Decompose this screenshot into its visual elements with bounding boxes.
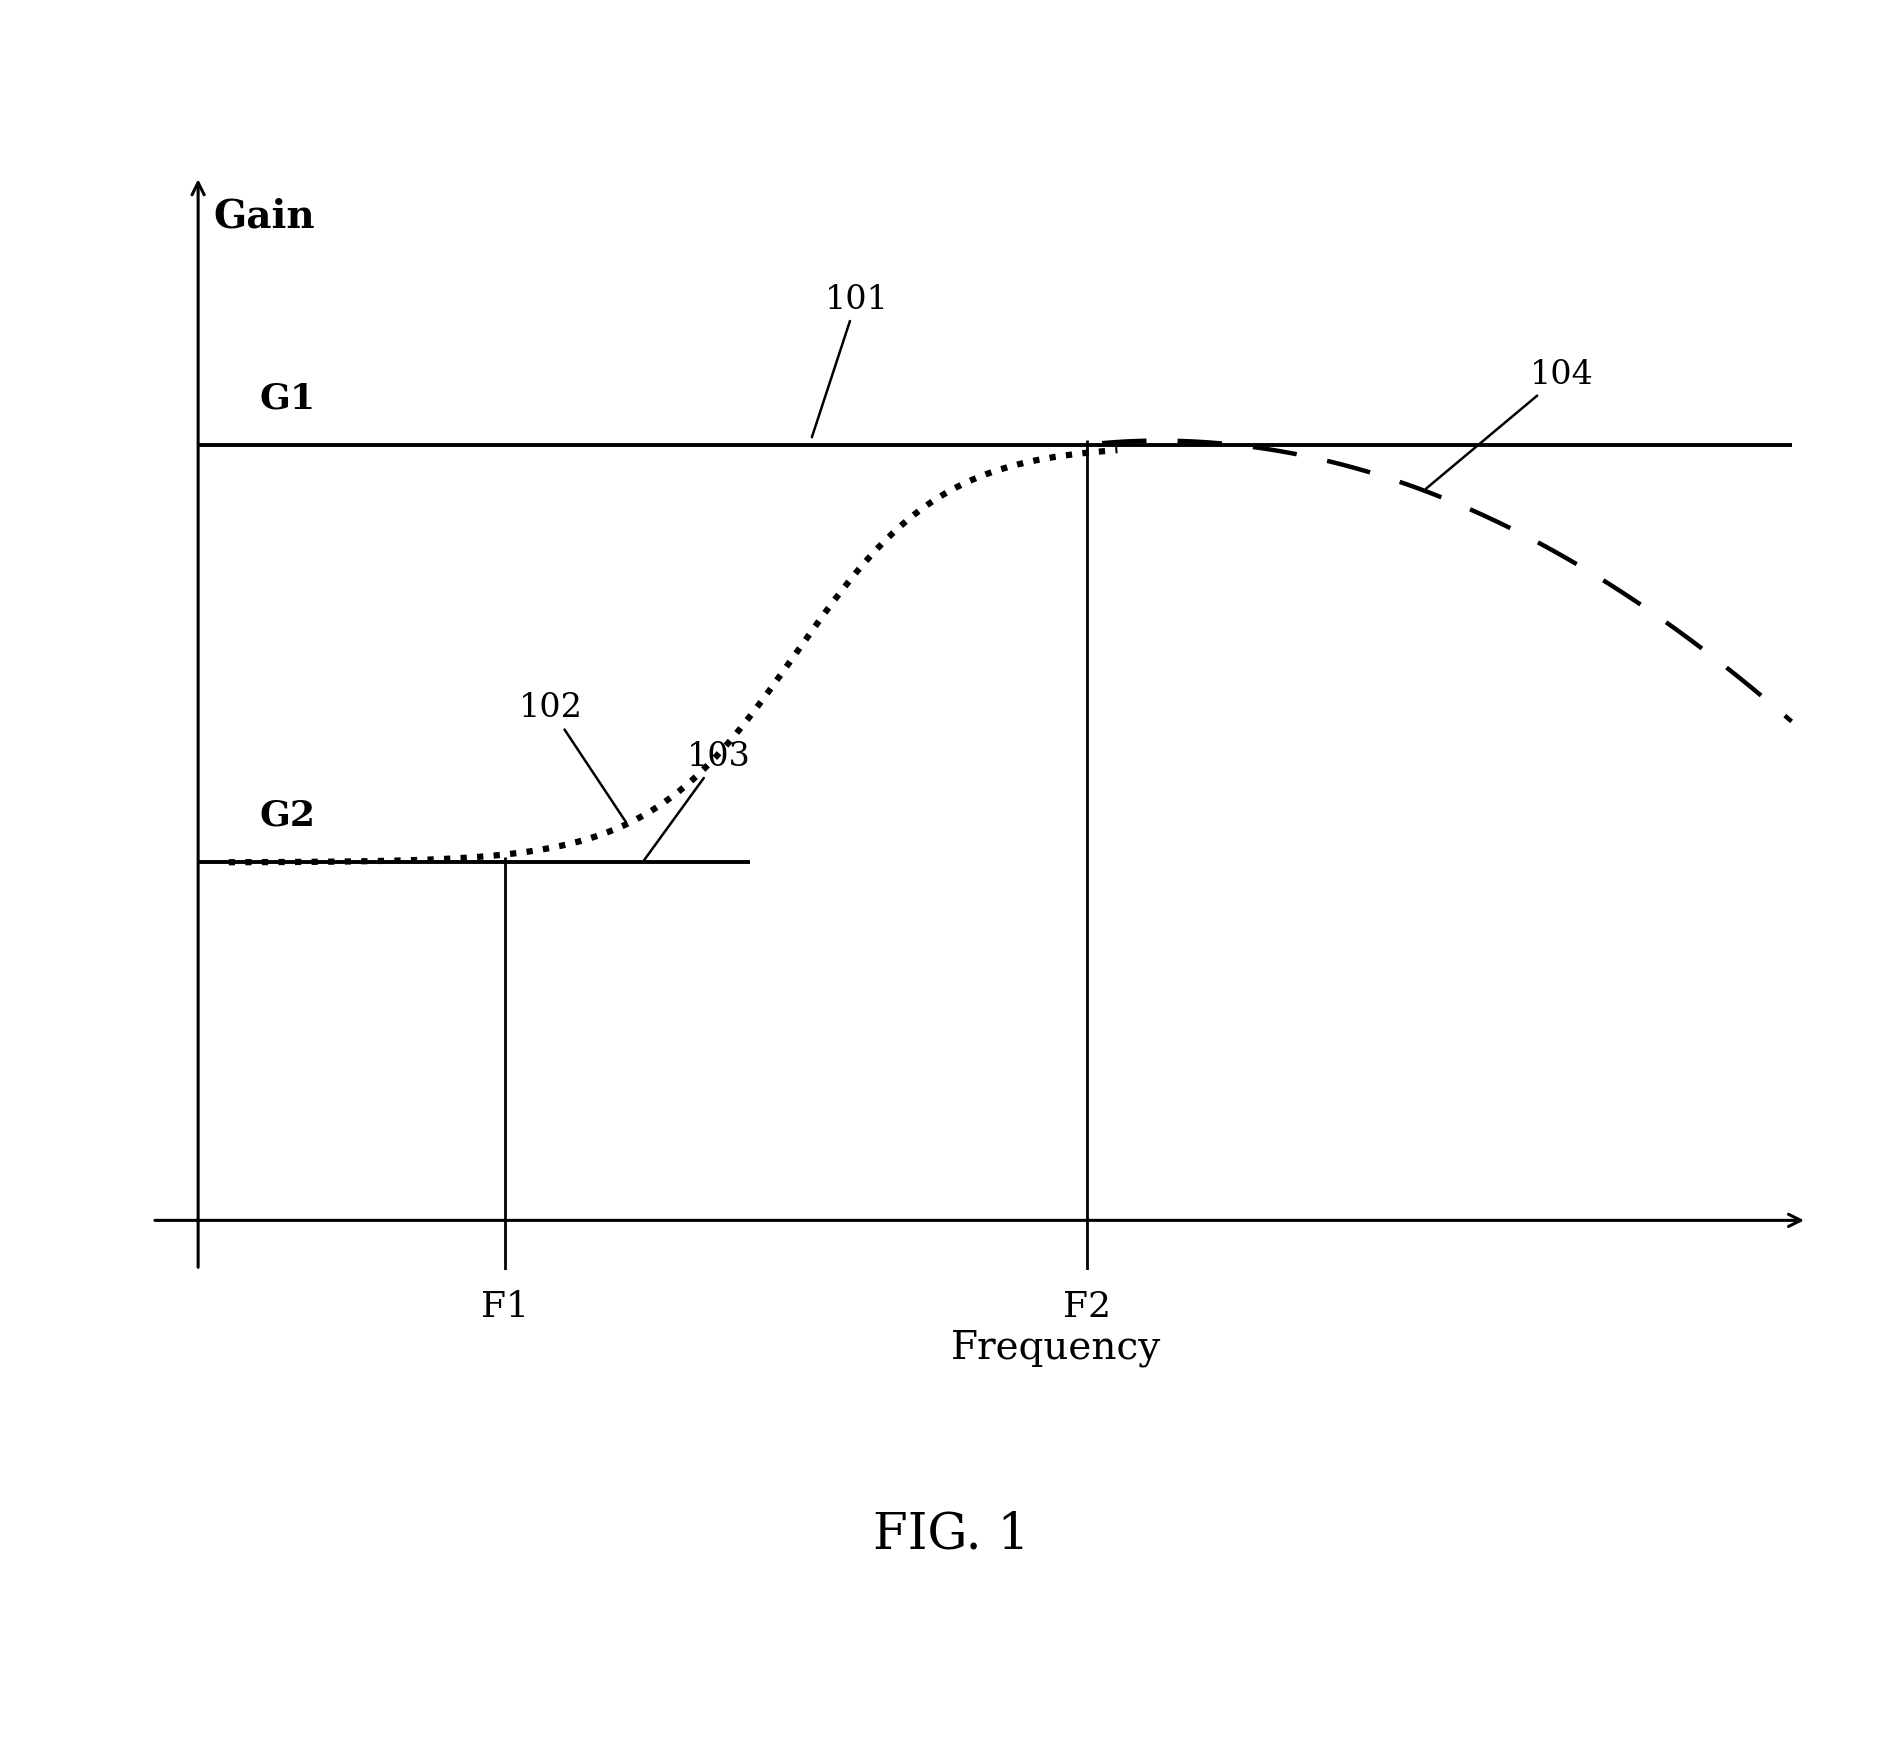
Text: F1: F1: [481, 1289, 529, 1325]
Text: FIG. 1: FIG. 1: [873, 1510, 1029, 1559]
Text: 102: 102: [519, 693, 626, 822]
Text: G1: G1: [259, 381, 316, 415]
Text: 101: 101: [812, 284, 888, 437]
Text: F2: F2: [1063, 1289, 1111, 1325]
Text: 103: 103: [645, 741, 751, 861]
Text: 104: 104: [1426, 360, 1594, 489]
Text: Gain: Gain: [213, 198, 316, 235]
Text: Frequency: Frequency: [951, 1330, 1162, 1367]
Text: G2: G2: [259, 799, 316, 833]
